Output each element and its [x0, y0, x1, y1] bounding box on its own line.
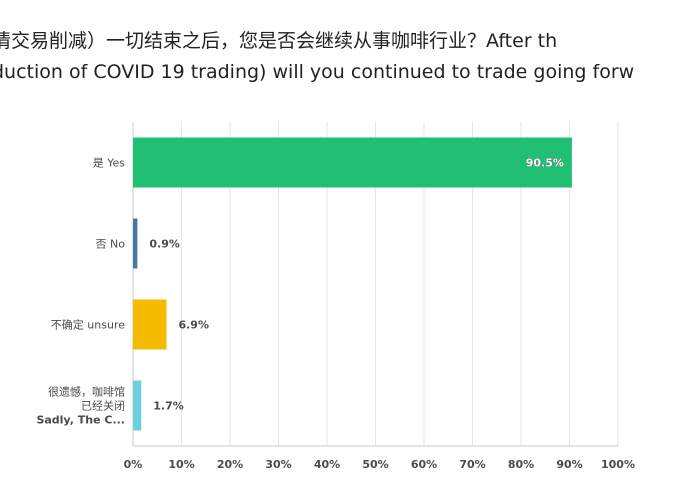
category-label: 已经关闭: [81, 399, 125, 413]
question-line-1: 情交易削减）一切结束之后，您是否会继续从事咖啡行业？After th: [0, 30, 558, 52]
data-label: 0.9%: [149, 238, 180, 251]
category-label: 是 Yes: [93, 157, 126, 170]
x-tick-label: 0%: [124, 458, 143, 471]
x-tick-label: 90%: [556, 458, 582, 471]
data-label: 90.5%: [526, 157, 564, 170]
data-label: 6.9%: [178, 319, 209, 332]
category-label: 不确定 unsure: [51, 318, 125, 332]
x-tick-label: 30%: [265, 458, 291, 471]
category-label: 否 No: [96, 238, 126, 251]
bar: [133, 299, 167, 350]
bar: [133, 380, 142, 431]
x-tick-label: 100%: [601, 458, 635, 471]
x-tick-label: 80%: [508, 458, 534, 471]
x-tick-label: 60%: [411, 458, 437, 471]
x-tick-label: 50%: [362, 458, 388, 471]
x-tick-label: 10%: [168, 458, 194, 471]
x-tick-label: 70%: [459, 458, 485, 471]
question-line-2: duction of COVID 19 trading) will you co…: [0, 61, 635, 83]
x-tick-label: 20%: [217, 458, 243, 471]
data-label: 1.7%: [153, 400, 184, 413]
question-text: 情交易削减）一切结束之后，您是否会继续从事咖啡行业？After th ducti…: [0, 26, 700, 88]
x-tick-label: 40%: [314, 458, 340, 471]
category-label: Sadly, The C...: [36, 414, 125, 427]
category-label: 很遗憾，咖啡馆: [48, 385, 125, 399]
bar: [133, 218, 138, 269]
bar: [133, 137, 572, 188]
